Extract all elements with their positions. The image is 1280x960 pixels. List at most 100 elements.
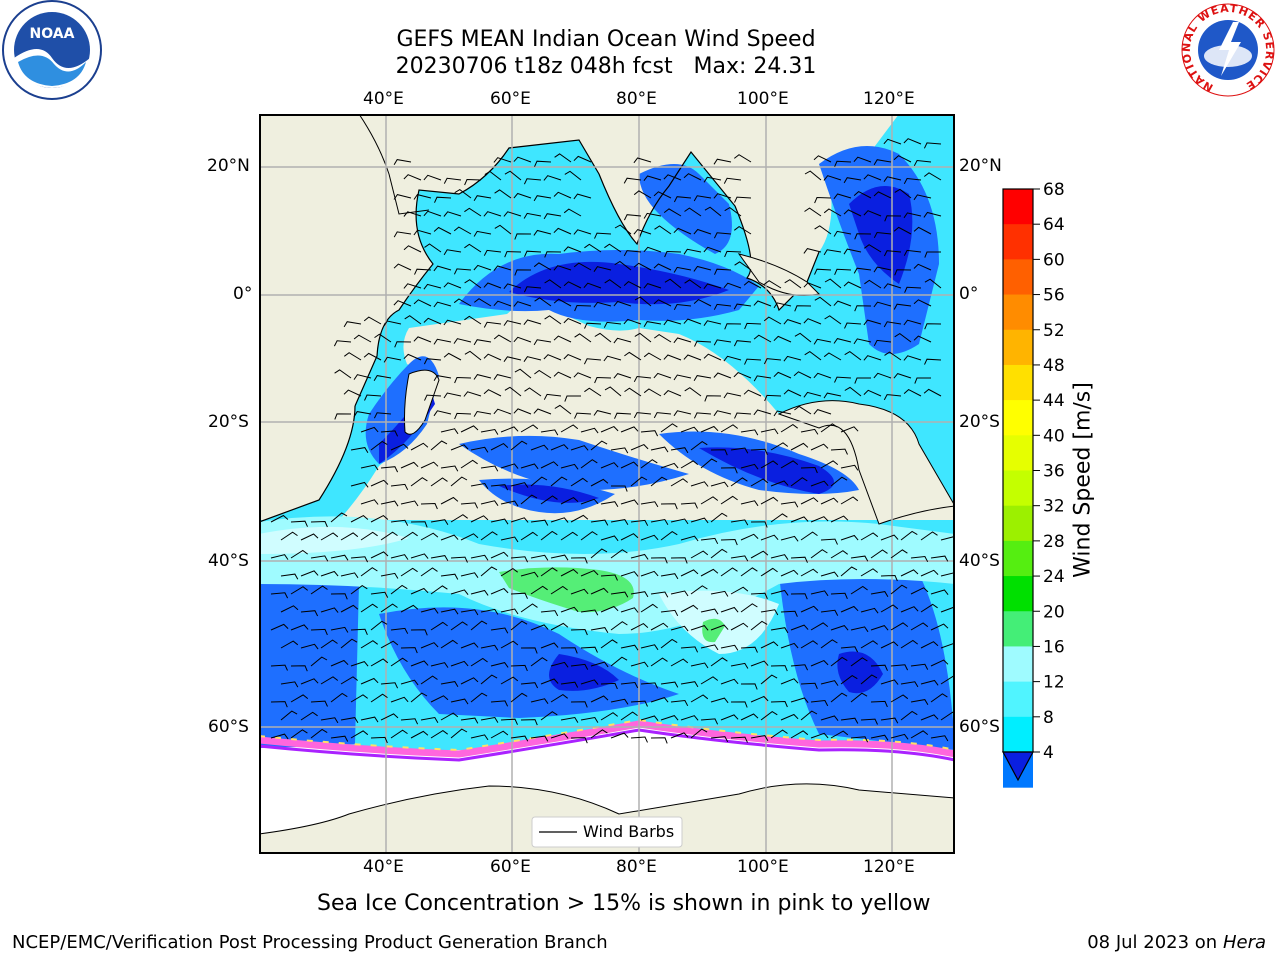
wind-barb (543, 393, 562, 400)
wind-barb (510, 517, 529, 523)
wind-barb (423, 174, 442, 181)
colorbar-segment (1003, 576, 1033, 612)
wind-barb (430, 477, 448, 487)
wind-barb (873, 372, 892, 379)
wind-barb (300, 570, 319, 577)
wind-barb (850, 736, 869, 743)
wind-barb (520, 603, 538, 613)
wind-barb (570, 737, 588, 744)
wind-barb (640, 534, 659, 541)
wind-barb (403, 174, 422, 181)
wind-barb (894, 269, 912, 276)
wind-barb (663, 354, 682, 361)
wind-barb (790, 730, 809, 739)
wind-barb (380, 682, 399, 689)
wind-barb (880, 717, 899, 724)
wind-barb (363, 352, 382, 361)
wind-barb (680, 604, 699, 613)
wind-barb (450, 589, 469, 596)
wind-barb (483, 282, 502, 289)
wind-barb (310, 728, 328, 739)
wind-barb (760, 496, 779, 505)
wind-barb (720, 644, 739, 651)
wind-barb (810, 622, 829, 631)
wind-barb (540, 642, 559, 649)
wind-barb (910, 587, 929, 595)
wind-barb (744, 358, 762, 365)
wind-barb (864, 279, 882, 289)
wind-barb (380, 466, 399, 473)
wind-barb (563, 208, 582, 217)
wind-barb (844, 386, 862, 397)
wind-barb (680, 715, 699, 721)
wind-barb (620, 461, 639, 469)
wind-barb (600, 682, 618, 690)
wind-barb (640, 603, 658, 613)
wind-barb (530, 657, 548, 667)
wind-barb (673, 196, 692, 203)
wind-barb (493, 157, 512, 163)
wind-barb (810, 443, 829, 451)
wind-barb (733, 154, 752, 163)
wind-barb (480, 608, 499, 615)
wind-barb (914, 377, 931, 384)
wind-barb (590, 627, 609, 634)
wind-barb (750, 695, 769, 703)
wind-barb (633, 190, 652, 199)
wind-barb (730, 662, 749, 669)
wind-barb (840, 717, 859, 724)
wind-barb (770, 627, 789, 634)
wind-barb (480, 566, 498, 577)
wind-barb (454, 188, 472, 199)
wind-barb (740, 567, 758, 577)
wind-barb (600, 639, 618, 649)
wind-barb (340, 717, 359, 724)
wind-barb (483, 389, 502, 397)
wind-barb (750, 521, 768, 528)
lat-tick-right: 0° (959, 284, 979, 304)
wind-barb (473, 410, 492, 417)
wind-barb (353, 374, 372, 380)
wind-barb (290, 586, 309, 595)
wind-barb (780, 535, 799, 542)
wind-barb (534, 369, 552, 379)
wind-barb (350, 481, 369, 488)
wind-barb (290, 729, 308, 739)
strong-wind-core (499, 567, 634, 613)
wind-barb (820, 680, 839, 686)
wind-barb (624, 387, 642, 397)
wind-barb (713, 372, 732, 379)
legend-label: Wind Barbs (583, 822, 674, 841)
wind-barb (333, 340, 352, 347)
wind-barb (640, 644, 659, 651)
wind-barb (380, 500, 399, 507)
footer-machine: Hera (1222, 932, 1266, 953)
wind-barb (680, 502, 698, 509)
wind-barb (780, 460, 799, 469)
wind-barb (720, 714, 739, 721)
wind-barb (514, 368, 532, 379)
wind-barb (310, 656, 328, 667)
wind-barb (710, 481, 729, 488)
colorbar-segment (1003, 189, 1033, 225)
wind-barb (420, 607, 439, 614)
wind-barb (343, 321, 362, 328)
wind-barb (830, 592, 848, 599)
wind-barb (650, 591, 669, 598)
wind-barb (583, 358, 602, 365)
wind-barb (640, 682, 659, 689)
wind-barb (480, 500, 499, 506)
wind-barb (910, 663, 929, 670)
wind-barb (470, 620, 488, 631)
wind-barb (714, 268, 732, 275)
wind-barb (810, 549, 828, 559)
colorbar-tick-label: 56 (1043, 286, 1065, 306)
wind-barb (663, 390, 682, 397)
wind-barb (503, 320, 522, 326)
wind-barb (540, 530, 558, 541)
wind-barb (923, 172, 942, 181)
wind-barb (673, 374, 692, 381)
wind-barb (553, 265, 572, 271)
wind-barb (870, 700, 888, 708)
wind-barb (480, 465, 499, 472)
